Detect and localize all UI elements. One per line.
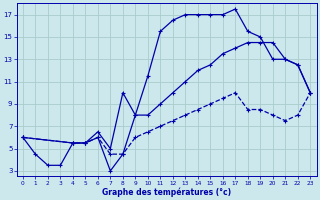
X-axis label: Graphe des températures (°c): Graphe des températures (°c) (102, 187, 231, 197)
